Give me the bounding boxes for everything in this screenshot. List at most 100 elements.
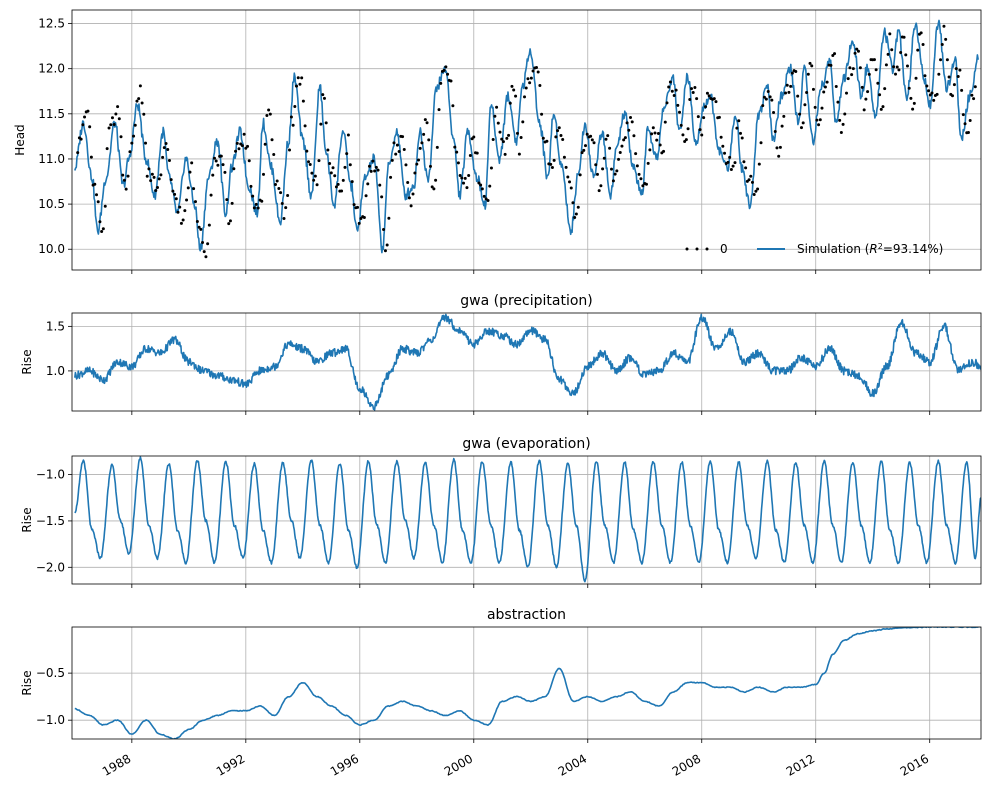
observation-point — [617, 157, 621, 161]
observation-point — [420, 141, 424, 145]
observation-point — [179, 221, 183, 225]
observation-point — [899, 51, 903, 55]
observation-point — [944, 37, 948, 41]
observation-point — [608, 146, 612, 150]
observation-point — [521, 120, 525, 124]
observation-point — [772, 111, 776, 115]
observation-point — [630, 120, 634, 124]
observation-point — [592, 141, 596, 145]
observation-point — [845, 91, 849, 95]
observation-point — [430, 185, 434, 189]
observation-point — [458, 173, 462, 177]
observation-point — [267, 108, 271, 112]
observation-point — [970, 93, 974, 97]
observation-point — [81, 123, 85, 127]
observation-point — [655, 138, 659, 142]
observation-point — [853, 51, 857, 55]
ylabel-evaporation: Rise — [20, 507, 34, 532]
observation-point — [289, 115, 293, 119]
observation-point — [199, 227, 203, 231]
xticks-abstraction: 1988 1992 1996 2000 2004 2008 2012 2016 — [100, 751, 931, 778]
panel-precipitation: gwa (precipitation) 1.0 1.5 Rise — [20, 293, 982, 415]
observation-point — [750, 180, 754, 184]
observation-point — [455, 150, 459, 154]
observation-point — [561, 138, 565, 142]
observation-point — [674, 88, 678, 92]
observation-point — [413, 171, 417, 175]
observation-point — [801, 121, 805, 125]
grid-abstraction — [72, 627, 981, 743]
observation-point — [945, 58, 949, 62]
observation-point — [206, 242, 210, 246]
observation-point — [122, 178, 126, 182]
observation-point — [833, 52, 837, 56]
observation-point — [149, 179, 153, 183]
observation-point — [813, 105, 817, 109]
observation-point — [437, 108, 441, 112]
ytick-label: −0.5 — [36, 666, 65, 680]
observation-point — [717, 115, 721, 119]
observation-point — [409, 204, 413, 208]
observation-point — [284, 206, 288, 210]
observation-point — [280, 201, 284, 205]
observation-point — [639, 177, 643, 181]
observation-point — [406, 180, 410, 184]
observation-point — [846, 77, 850, 81]
observation-point — [952, 83, 956, 87]
observation-point — [444, 65, 448, 69]
observation-point — [230, 201, 234, 205]
observation-point — [888, 32, 892, 36]
observation-point — [164, 141, 168, 145]
observation-point — [876, 81, 880, 85]
observation-point — [672, 93, 676, 97]
observation-point — [307, 160, 311, 164]
ytick-label: 10.5 — [38, 197, 65, 211]
observation-point — [571, 201, 575, 205]
observation-point — [319, 122, 323, 126]
legend-observations-label: 0 — [720, 242, 728, 256]
observation-point — [286, 194, 290, 198]
title-abstraction: abstraction — [487, 607, 566, 623]
observation-point — [346, 133, 350, 137]
observation-point — [700, 133, 704, 137]
observation-point — [305, 149, 309, 153]
observation-point — [670, 89, 674, 93]
observation-point — [916, 48, 920, 52]
observation-point — [942, 24, 946, 28]
observation-point — [181, 218, 185, 222]
observation-point — [493, 114, 497, 118]
observation-point — [968, 118, 972, 122]
observation-point — [632, 134, 636, 138]
observation-point — [185, 198, 189, 202]
ytick-label: −1.0 — [36, 468, 65, 482]
observation-point — [866, 90, 870, 94]
observation-point — [646, 161, 650, 165]
observation-point — [850, 73, 854, 77]
observation-point — [328, 161, 332, 165]
observation-point — [496, 121, 500, 125]
observation-point — [770, 98, 774, 102]
observation-point — [173, 192, 177, 196]
observation-point — [860, 85, 864, 89]
xtick-label: 1992 — [214, 751, 247, 778]
observation-point — [279, 191, 283, 195]
observation-point — [479, 183, 483, 187]
observation-point — [89, 155, 93, 159]
observation-point — [162, 146, 166, 150]
observation-point — [227, 222, 231, 226]
observation-point — [958, 68, 962, 72]
observation-point — [829, 63, 833, 67]
series-precipitation — [74, 313, 981, 411]
observation-point — [234, 149, 238, 153]
observation-point — [315, 183, 319, 187]
observation-point — [228, 219, 232, 223]
observation-point — [331, 166, 335, 170]
observation-point — [371, 159, 375, 163]
observation-point — [762, 95, 766, 99]
observation-point — [822, 90, 826, 94]
observation-point — [167, 158, 171, 162]
observation-point — [341, 178, 345, 182]
observation-point — [954, 67, 958, 71]
observation-point — [201, 241, 205, 245]
